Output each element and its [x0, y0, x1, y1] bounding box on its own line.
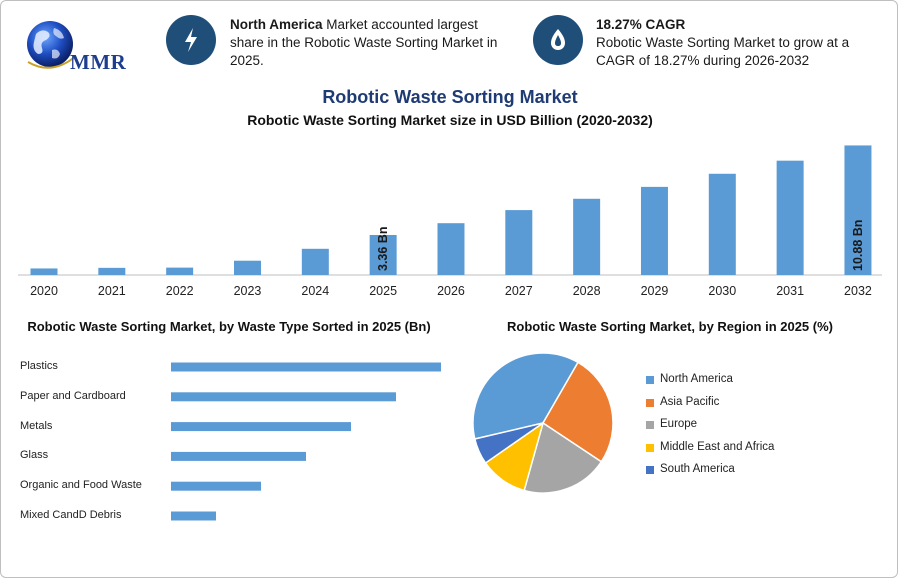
bar-2032: [844, 145, 872, 275]
pie-slice-south-america: [473, 422, 544, 464]
bar-2029: [640, 186, 668, 275]
legend-swatch: [646, 376, 654, 384]
globe-icon: [27, 21, 77, 69]
legend-label: Asia Pacific: [660, 395, 720, 408]
waste-type-label: Plastics: [20, 360, 58, 372]
legend-swatch: [646, 443, 654, 452]
bar-2027: [505, 210, 533, 275]
hbar-plastics: [171, 362, 441, 372]
market-size-bar-chart: 2020 2021 2022 2023 2024 2025 3.36 Bn 2026 2027 2…: [18, 145, 882, 298]
waste-type-label: Glass: [20, 449, 49, 462]
bar-2022: [166, 267, 194, 275]
x-tick-label: 2030: [708, 284, 736, 298]
growth-icon: [533, 15, 583, 65]
data-label: 3.36 Bn: [376, 227, 390, 271]
bar-2031: [776, 160, 804, 275]
bar-2020: [30, 268, 58, 275]
logo-text: MMR: [70, 50, 127, 74]
highlight-north-america: North America Market accounted largest s…: [230, 16, 515, 70]
waste-type-label: Paper and Cardboard: [20, 389, 126, 402]
hbar-metals: [171, 422, 351, 432]
hbar-mixed-candd-debris: [171, 511, 216, 521]
region-pie-chart: [472, 352, 614, 494]
x-tick-label: 2029: [641, 284, 669, 298]
pie-slice-north-america: [472, 352, 580, 440]
legend-label: Middle East and Africa: [660, 440, 775, 453]
hbar-paper-and-cardboard: [171, 392, 396, 402]
bar-2028: [573, 198, 601, 275]
bar-2030: [708, 173, 736, 275]
x-tick-label: 2026: [437, 284, 465, 298]
main-chart-subtitle: Robotic Waste Sorting Market size in USD…: [247, 112, 653, 128]
x-tick-label: 2023: [234, 284, 262, 298]
mmr-logo: MMR: [22, 18, 142, 80]
waste-type-bar-chart: [171, 362, 441, 521]
region-chart-title: Robotic Waste Sorting Market, by Region …: [506, 319, 833, 334]
highlight-2-text: Robotic Waste Sorting Market to grow at …: [596, 35, 850, 68]
bar-2026: [437, 223, 465, 275]
highlight-1-text: Market accounted largest share in the Ro…: [230, 17, 498, 68]
hbar-glass: [171, 451, 306, 461]
highlight-2-bold: 18.27% CAGR: [596, 17, 686, 32]
pie-slice-europe: [523, 421, 603, 494]
data-label: 10.88 Bn: [851, 220, 865, 271]
main-chart-title: Robotic Waste Sorting Market: [322, 87, 578, 107]
highlight-1-bold: North America: [230, 17, 323, 32]
x-tick-label: 2025: [369, 284, 397, 298]
legend-label: Europe: [660, 418, 698, 431]
x-tick-label: 2020: [30, 284, 58, 298]
waste-type-label: Organic and Food Waste: [20, 479, 142, 492]
bar-2021: [98, 267, 126, 275]
x-tick-label: 2027: [505, 284, 533, 298]
x-tick-label: 2031: [776, 284, 804, 298]
legend-label: North America: [660, 373, 733, 385]
bar-2025: [369, 234, 397, 275]
waste-type-label: Metals: [20, 419, 53, 432]
waste-type-chart-title: Robotic Waste Sorting Market, by Waste T…: [27, 319, 431, 334]
x-tick-label: 2024: [301, 284, 329, 298]
waste-type-label: Mixed CandD Debris: [20, 509, 122, 521]
highlight-cagr: 18.27% CAGR Robotic Waste Sorting Market …: [596, 16, 881, 70]
x-tick-label: 2028: [573, 284, 601, 298]
lightning-icon: [166, 15, 216, 65]
hbar-organic-and-food-waste: [171, 481, 261, 491]
x-tick-label: 2021: [98, 284, 126, 298]
legend-label: South America: [660, 463, 735, 476]
legend-swatch: [646, 398, 654, 407]
bar-2023: [233, 260, 261, 275]
x-tick-label: 2022: [166, 284, 194, 298]
pie-slice-asia-pacific: [541, 361, 614, 463]
bar-2024: [301, 248, 329, 275]
legend-swatch: [646, 466, 654, 475]
x-tick-label: 2032: [844, 284, 872, 298]
legend-swatch: [646, 421, 654, 430]
